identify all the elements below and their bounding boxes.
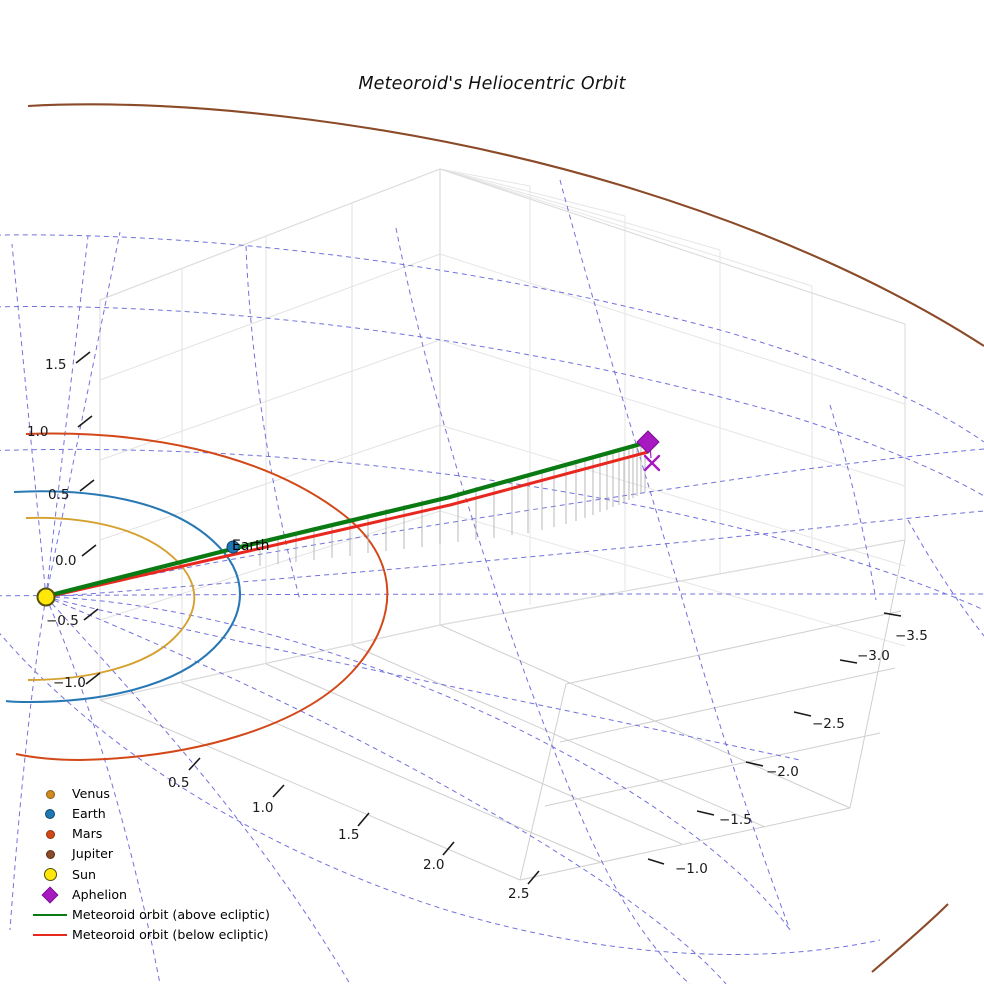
tick-label-z-3: 0.0 (55, 553, 77, 569)
legend-label: Mars (72, 826, 103, 842)
legend-line-icon (33, 934, 67, 937)
page-title: Meteoroid's Heliocentric Orbit (358, 74, 626, 94)
tick-label-z-0: 1.5 (45, 357, 67, 373)
orbit-jupiter (27, 103, 984, 973)
tick-label-x-4: 2.5 (508, 886, 530, 902)
legend: Venus Earth Mars Jupiter Sun Aphelion Meteoroi… (28, 784, 290, 946)
legend-item-mars[interactable]: Mars (28, 824, 290, 844)
legend-diamond-icon (41, 886, 59, 904)
meteoroid-orbit-below-ecliptic (46, 450, 649, 599)
legend-item-venus[interactable]: Venus (28, 784, 290, 804)
tick-label-y-1: −1.5 (719, 812, 752, 828)
pane-right (439, 168, 906, 647)
legend-label: Sun (72, 866, 96, 882)
legend-marker-line (28, 905, 72, 925)
heliocentric-reference-grid (0, 179, 984, 984)
legend-label: Meteoroid orbit (below ecliptic) (72, 927, 269, 943)
legend-marker-circle (28, 845, 72, 865)
sun-marker (36, 587, 56, 607)
pane-outline (99, 168, 906, 701)
legend-label: Venus (72, 785, 110, 801)
legend-marker-circle (28, 865, 72, 885)
earth-marker (226, 540, 240, 554)
axis-ticks (75, 351, 902, 885)
orbit-venus (25, 516, 196, 681)
tick-label-y-5: −3.5 (895, 628, 928, 644)
legend-item-meteoroid-orbit-above-ecliptic[interactable]: Meteoroid orbit (above ecliptic) (28, 905, 290, 925)
orbit-earth (5, 490, 242, 704)
legend-item-earth[interactable]: Earth (28, 804, 290, 824)
tick-label-x-1: 1.0 (252, 800, 274, 816)
orbit-mars (15, 432, 389, 762)
tick-label-z-5: −1.0 (53, 675, 86, 691)
legend-label: Meteoroid orbit (above ecliptic) (72, 906, 270, 922)
tick-label-y-0: −1.0 (675, 861, 708, 877)
tick-label-x-3: 2.0 (423, 857, 445, 873)
tick-label-z-1: 1.0 (27, 424, 49, 440)
legend-marker-circle (28, 804, 72, 824)
legend-item-jupiter[interactable]: Jupiter (28, 845, 290, 865)
meteoroid-orbit-above-ecliptic (46, 439, 649, 599)
legend-item-aphelion[interactable]: Aphelion (28, 885, 290, 905)
legend-circle-icon (43, 868, 57, 882)
legend-circle-icon (45, 809, 55, 820)
legend-label: Earth (72, 805, 106, 821)
aphelion-projection-x-icon (643, 454, 661, 472)
aphelion-marker (636, 430, 660, 454)
tick-label-z-4: −0.5 (46, 613, 79, 629)
legend-marker-line (28, 925, 72, 945)
legend-label: Jupiter (72, 846, 114, 862)
tick-label-z-2: 0.5 (48, 487, 70, 503)
legend-marker-diamond (28, 885, 72, 905)
legend-circle-icon (45, 789, 55, 799)
legend-circle-icon (45, 829, 55, 839)
tick-label-y-3: −2.5 (812, 716, 845, 732)
legend-label: Aphelion (72, 886, 128, 902)
earth-label: Earth (232, 538, 270, 554)
legend-marker-circle (28, 824, 72, 844)
legend-circle-icon (45, 850, 55, 860)
tick-label-x-2: 1.5 (338, 827, 360, 843)
legend-marker-circle (28, 784, 72, 804)
legend-item-meteoroid-orbit-below-ecliptic[interactable]: Meteoroid orbit (below ecliptic) (28, 925, 290, 945)
pane-left (99, 168, 441, 701)
tick-label-y-2: −2.0 (766, 764, 799, 780)
tick-label-x-0: 0.5 (168, 775, 190, 791)
tick-label-y-4: −3.0 (857, 648, 890, 664)
legend-item-sun[interactable]: Sun (28, 865, 290, 885)
legend-line-icon (33, 914, 67, 917)
